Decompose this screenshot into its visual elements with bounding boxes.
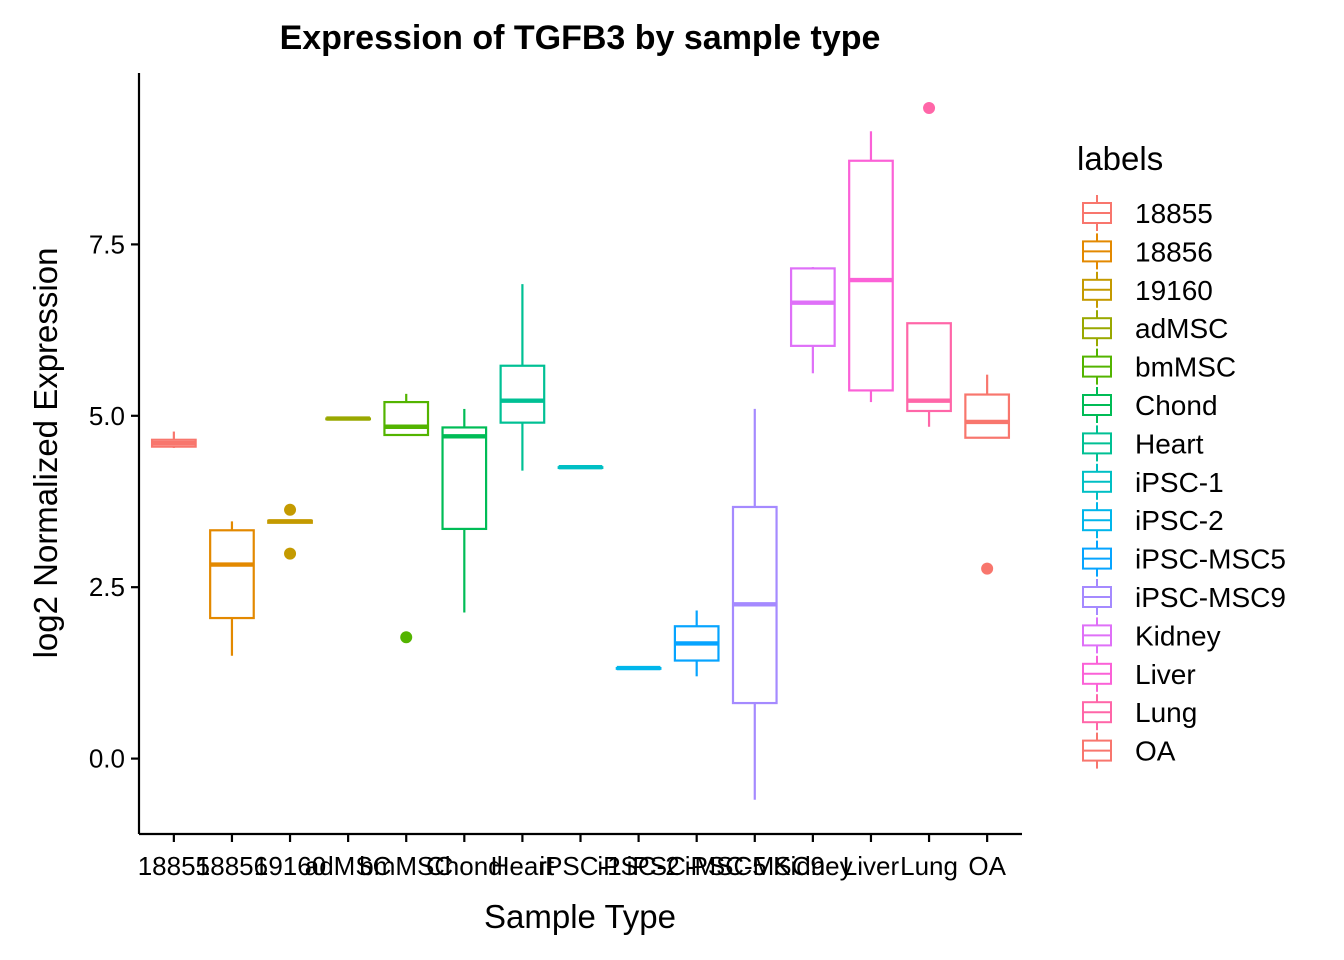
box-iqr <box>441 426 488 531</box>
legend-item-bmMSC: bmMSC <box>1082 348 1236 385</box>
legend-item-18855: 18855 <box>1082 195 1213 231</box>
x-tick-label: 19160 <box>254 851 326 881</box>
x-tick-label: 18856 <box>196 851 268 881</box>
legend-item-Lung: Lung <box>1082 694 1197 731</box>
legend-item-iPSC-1: iPSC-1 <box>1082 463 1224 500</box>
x-tick-label: iPSC-2 <box>597 851 679 881</box>
legend-title: labels <box>1077 140 1163 177</box>
x-tick-label: Lung <box>900 851 958 881</box>
x-tick-label: iPSC-MSC9 <box>685 851 825 881</box>
box-iPSC-1 <box>557 465 604 470</box>
chart-title: Expression of TGFB3 by sample type <box>280 19 881 57</box>
outlier-point <box>284 503 297 516</box>
x-tick-label: bmMSC <box>359 851 453 881</box>
x-tick-label: adMSC <box>305 851 392 881</box>
x-tick-label: Liver <box>843 851 900 881</box>
legend-label: Liver <box>1135 659 1196 690</box>
box-Kidney <box>789 267 836 374</box>
legend-item-Chond: Chond <box>1082 387 1218 423</box>
x-tick-label: 18855 <box>138 851 210 881</box>
legend-item-iPSC-MSC5: iPSC-MSC5 <box>1082 540 1286 577</box>
box-iqr <box>209 529 255 620</box>
legend-label: Kidney <box>1135 620 1221 651</box>
legend-label: 19160 <box>1135 275 1213 306</box>
legend-item-iPSC-2: iPSC-2 <box>1082 502 1224 539</box>
box-bmMSC <box>383 393 430 644</box>
legend-item-Heart: Heart <box>1082 425 1204 462</box>
box-iqr <box>964 393 1011 439</box>
legend-label: 18856 <box>1135 236 1213 267</box>
box-iqr <box>383 400 430 437</box>
legend-item-OA: OA <box>1082 732 1176 769</box>
x-tick-label: Kidney <box>773 851 853 881</box>
box-iqr <box>789 267 836 347</box>
outlier-point <box>981 562 994 575</box>
legend-item-adMSC: adMSC <box>1082 310 1228 347</box>
y-axis-ticks: 0.0 2.5 5.0 7.5 <box>89 229 139 774</box>
box-iPSC-2 <box>615 665 662 671</box>
box-18856 <box>209 521 255 656</box>
legend-label: OA <box>1135 736 1176 767</box>
y-tick-label: 2.5 <box>89 572 125 602</box>
legend-item-19160: 19160 <box>1082 271 1213 308</box>
box-Lung <box>906 101 952 427</box>
legend-item-iPSC-MSC9: iPSC-MSC9 <box>1082 579 1286 615</box>
x-axis-title: Sample Type <box>484 898 676 935</box>
box-OA <box>964 374 1011 575</box>
box-18855 <box>150 431 197 449</box>
box-iPSC-MSC5 <box>673 610 720 677</box>
legend-label: 18855 <box>1135 198 1213 229</box>
outlier-point <box>284 547 297 560</box>
box-19160 <box>267 503 313 560</box>
y-tick-label: 5.0 <box>89 401 125 431</box>
outlier-point <box>923 101 936 114</box>
x-tick-label: Chond <box>426 851 503 881</box>
box-Chond <box>441 408 488 613</box>
legend-label: iPSC-1 <box>1135 467 1224 498</box>
box-iPSC-MSC9 <box>731 408 778 800</box>
x-tick-label: Heart <box>491 851 555 881</box>
legend: 18855 18856 19160 adMSC bmMSC Chond Heart iPSC-… <box>1082 195 1286 769</box>
legend-item-Kidney: Kidney <box>1082 617 1221 654</box>
x-tick-label: iPSC-1 <box>539 851 621 881</box>
box-iqr <box>848 159 894 392</box>
box-Liver <box>848 131 894 403</box>
legend-label: Chond <box>1135 390 1218 421</box>
legend-item-18856: 18856 <box>1082 233 1213 270</box>
box-Heart <box>499 284 546 471</box>
legend-label: iPSC-MSC9 <box>1135 582 1286 613</box>
x-tick-label: iPSC-MSC5 <box>627 851 767 881</box>
box-iqr <box>499 364 546 424</box>
legend-label: Heart <box>1135 428 1204 459</box>
legend-label: adMSC <box>1135 313 1228 344</box>
box-iqr <box>906 322 952 413</box>
outlier-point <box>400 631 413 644</box>
y-axis-title: log2 Normalized Expression <box>27 248 64 659</box>
legend-label: bmMSC <box>1135 352 1236 383</box>
plot-area <box>150 101 1011 800</box>
legend-item-Liver: Liver <box>1082 655 1196 692</box>
legend-label: iPSC-2 <box>1135 505 1224 536</box>
x-tick-label: OA <box>968 851 1006 881</box>
box-adMSC <box>325 416 372 421</box>
y-tick-label: 0.0 <box>89 744 125 774</box>
legend-label: iPSC-MSC5 <box>1135 544 1286 575</box>
x-axis-ticks: 188551885619160adMSCbmMSCChondHeartiPSC-… <box>138 834 1007 881</box>
y-tick-label: 7.5 <box>89 229 125 259</box>
legend-label: Lung <box>1135 697 1197 728</box>
